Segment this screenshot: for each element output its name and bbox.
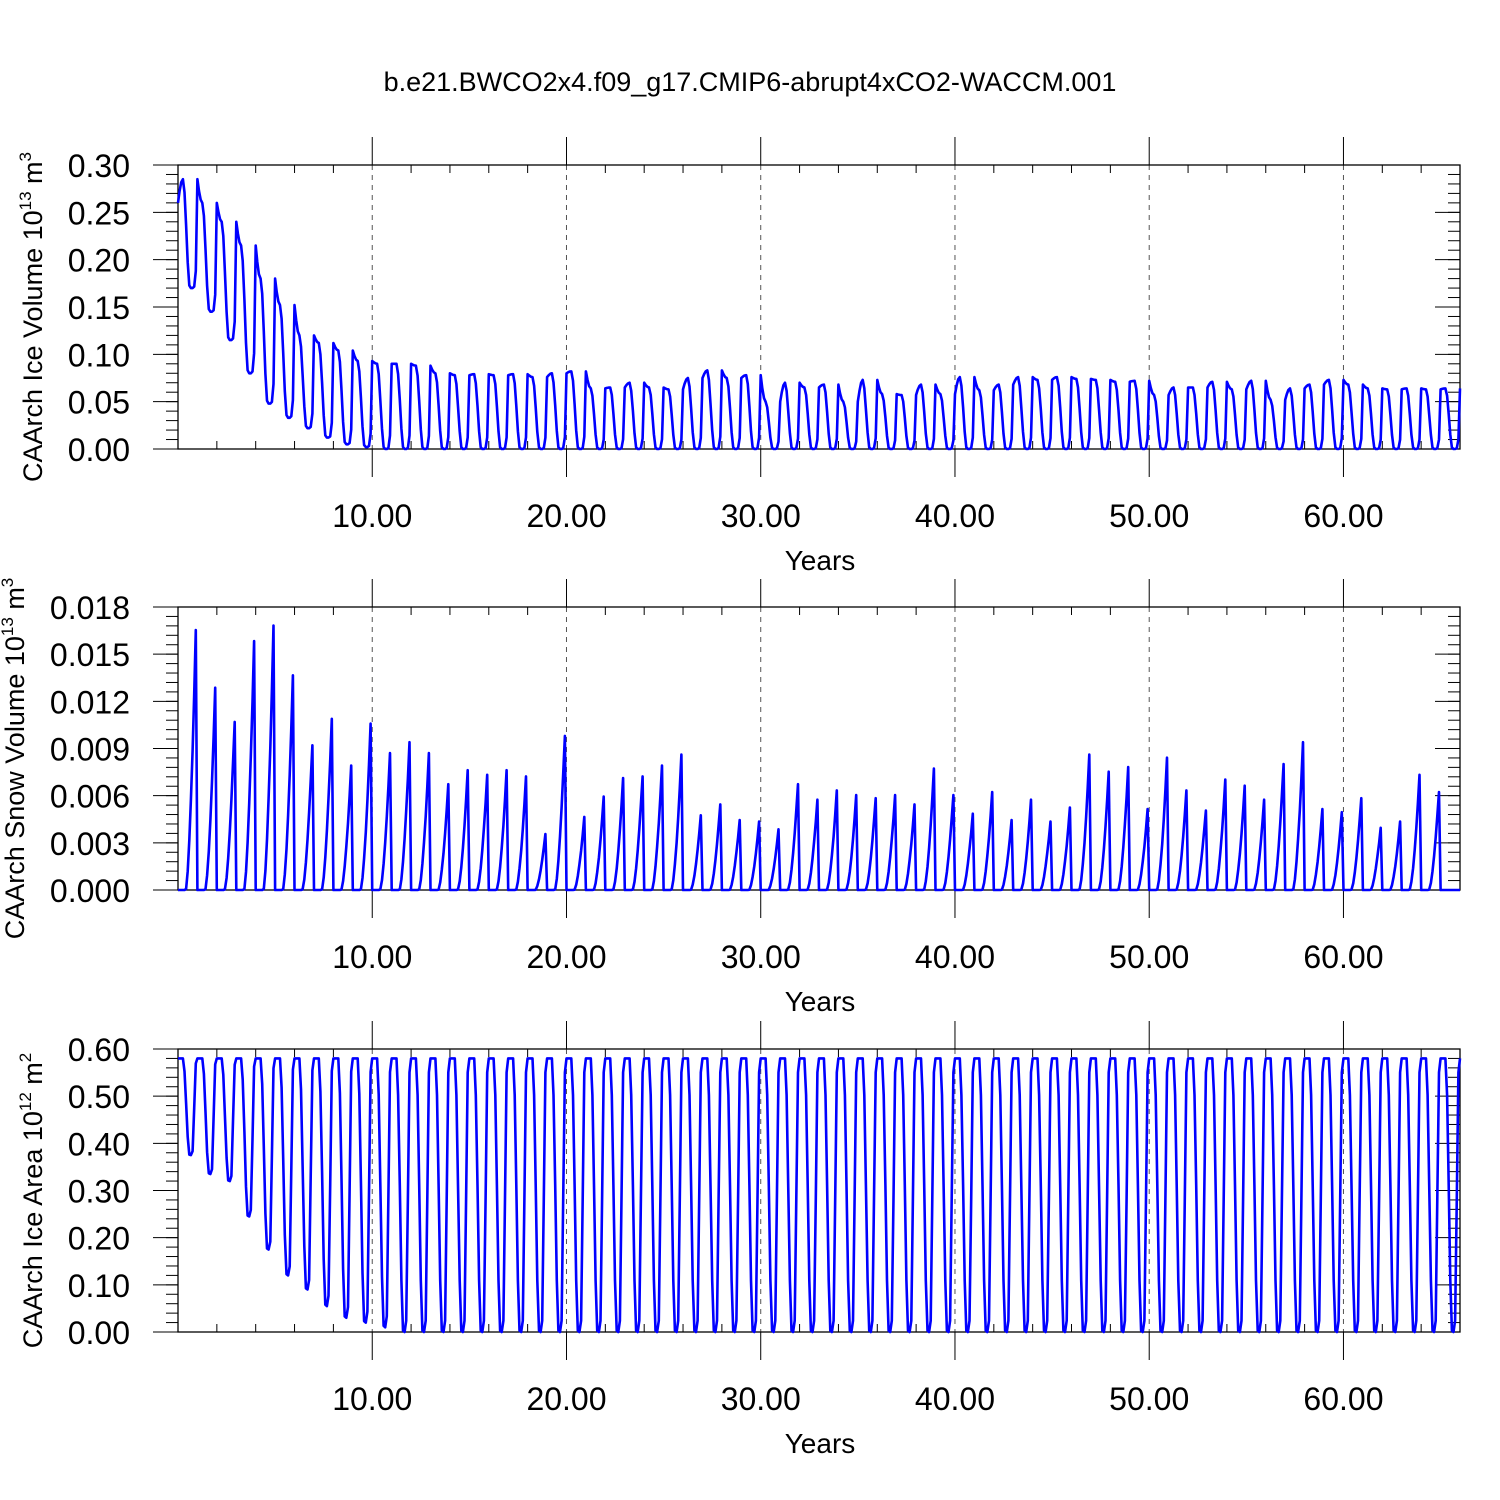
- x-axis-label: Years: [785, 1428, 856, 1459]
- y-tick-label: 0.00: [68, 432, 130, 468]
- y-axis-label: CAArch Snow Volume 1013 m3: [0, 578, 30, 940]
- x-axis-label: Years: [785, 986, 856, 1017]
- chart-title: b.e21.BWCO2x4.f09_g17.CMIP6-abrupt4xCO2-…: [384, 67, 1117, 97]
- y-tick-label: 0.00: [68, 1315, 130, 1351]
- x-axis-label: Years: [785, 545, 856, 576]
- x-tick-label: 40.00: [915, 939, 995, 975]
- y-tick-label: 0.25: [68, 195, 130, 231]
- x-tick-label: 10.00: [332, 939, 412, 975]
- panels: 10.00 20.00 30.00 40.00 50.00 60.00 0.00 0.05 0.…: [0, 137, 1462, 1459]
- x-tick-label: 40.00: [915, 498, 995, 534]
- series-line: [178, 1057, 1462, 1334]
- x-tick-label: 40.00: [915, 1381, 995, 1417]
- y-tick-label: 0.15: [68, 290, 130, 326]
- x-tick-label: 50.00: [1109, 1381, 1189, 1417]
- y-tick-label: 0.015: [50, 637, 130, 673]
- series-line: [178, 624, 1460, 892]
- y-tick-label: 0.012: [50, 684, 130, 720]
- x-tick-label: 20.00: [526, 498, 606, 534]
- y-axis-label: CAArch Ice Area 1012 m2: [16, 1053, 48, 1349]
- y-tick-label: 0.30: [68, 148, 130, 184]
- y-tick-label: 0.10: [68, 337, 130, 373]
- y-tick-label: 0.20: [68, 243, 130, 279]
- x-tick-label: 60.00: [1303, 1381, 1383, 1417]
- x-tick-label: 60.00: [1303, 498, 1383, 534]
- series-line: [176, 177, 1462, 451]
- x-tick-label: 60.00: [1303, 939, 1383, 975]
- y-tick-label: 0.20: [68, 1221, 130, 1257]
- x-tick-label: 10.00: [332, 1381, 412, 1417]
- x-tick-label: 30.00: [721, 498, 801, 534]
- y-tick-label: 0.30: [68, 1174, 130, 1210]
- y-tick-label: 0.003: [50, 826, 130, 862]
- y-tick-label: 0.000: [50, 873, 130, 909]
- y-tick-label: 0.006: [50, 779, 130, 815]
- y-tick-label: 0.50: [68, 1079, 130, 1115]
- y-tick-label: 0.60: [68, 1032, 130, 1068]
- x-tick-label: 10.00: [332, 498, 412, 534]
- panel-2: 10.00 20.00 30.00 40.00 50.00 60.00 0.000 0.003…: [0, 578, 1461, 1017]
- panel-1: 10.00 20.00 30.00 40.00 50.00 60.00 0.00 0.05 0.…: [16, 137, 1462, 576]
- x-tick-label: 30.00: [721, 939, 801, 975]
- y-tick-label: 0.10: [68, 1268, 130, 1304]
- x-tick-label: 30.00: [721, 1381, 801, 1417]
- y-tick-label: 0.40: [68, 1126, 130, 1162]
- y-tick-label: 0.018: [50, 590, 130, 626]
- plot-frame: [177, 164, 1461, 450]
- x-tick-label: 50.00: [1109, 939, 1189, 975]
- y-tick-label: 0.05: [68, 385, 130, 421]
- x-tick-label: 50.00: [1109, 498, 1189, 534]
- plot-frame: [177, 1048, 1461, 1333]
- y-axis-label: CAArch Ice Volume 1013 m3: [16, 152, 48, 482]
- panel-3: 10.00 20.00 30.00 40.00 50.00 60.00 0.00 0.10 0.…: [16, 1021, 1462, 1459]
- x-tick-label: 20.00: [526, 1381, 606, 1417]
- y-tick-label: 0.009: [50, 732, 130, 768]
- x-tick-label: 20.00: [526, 939, 606, 975]
